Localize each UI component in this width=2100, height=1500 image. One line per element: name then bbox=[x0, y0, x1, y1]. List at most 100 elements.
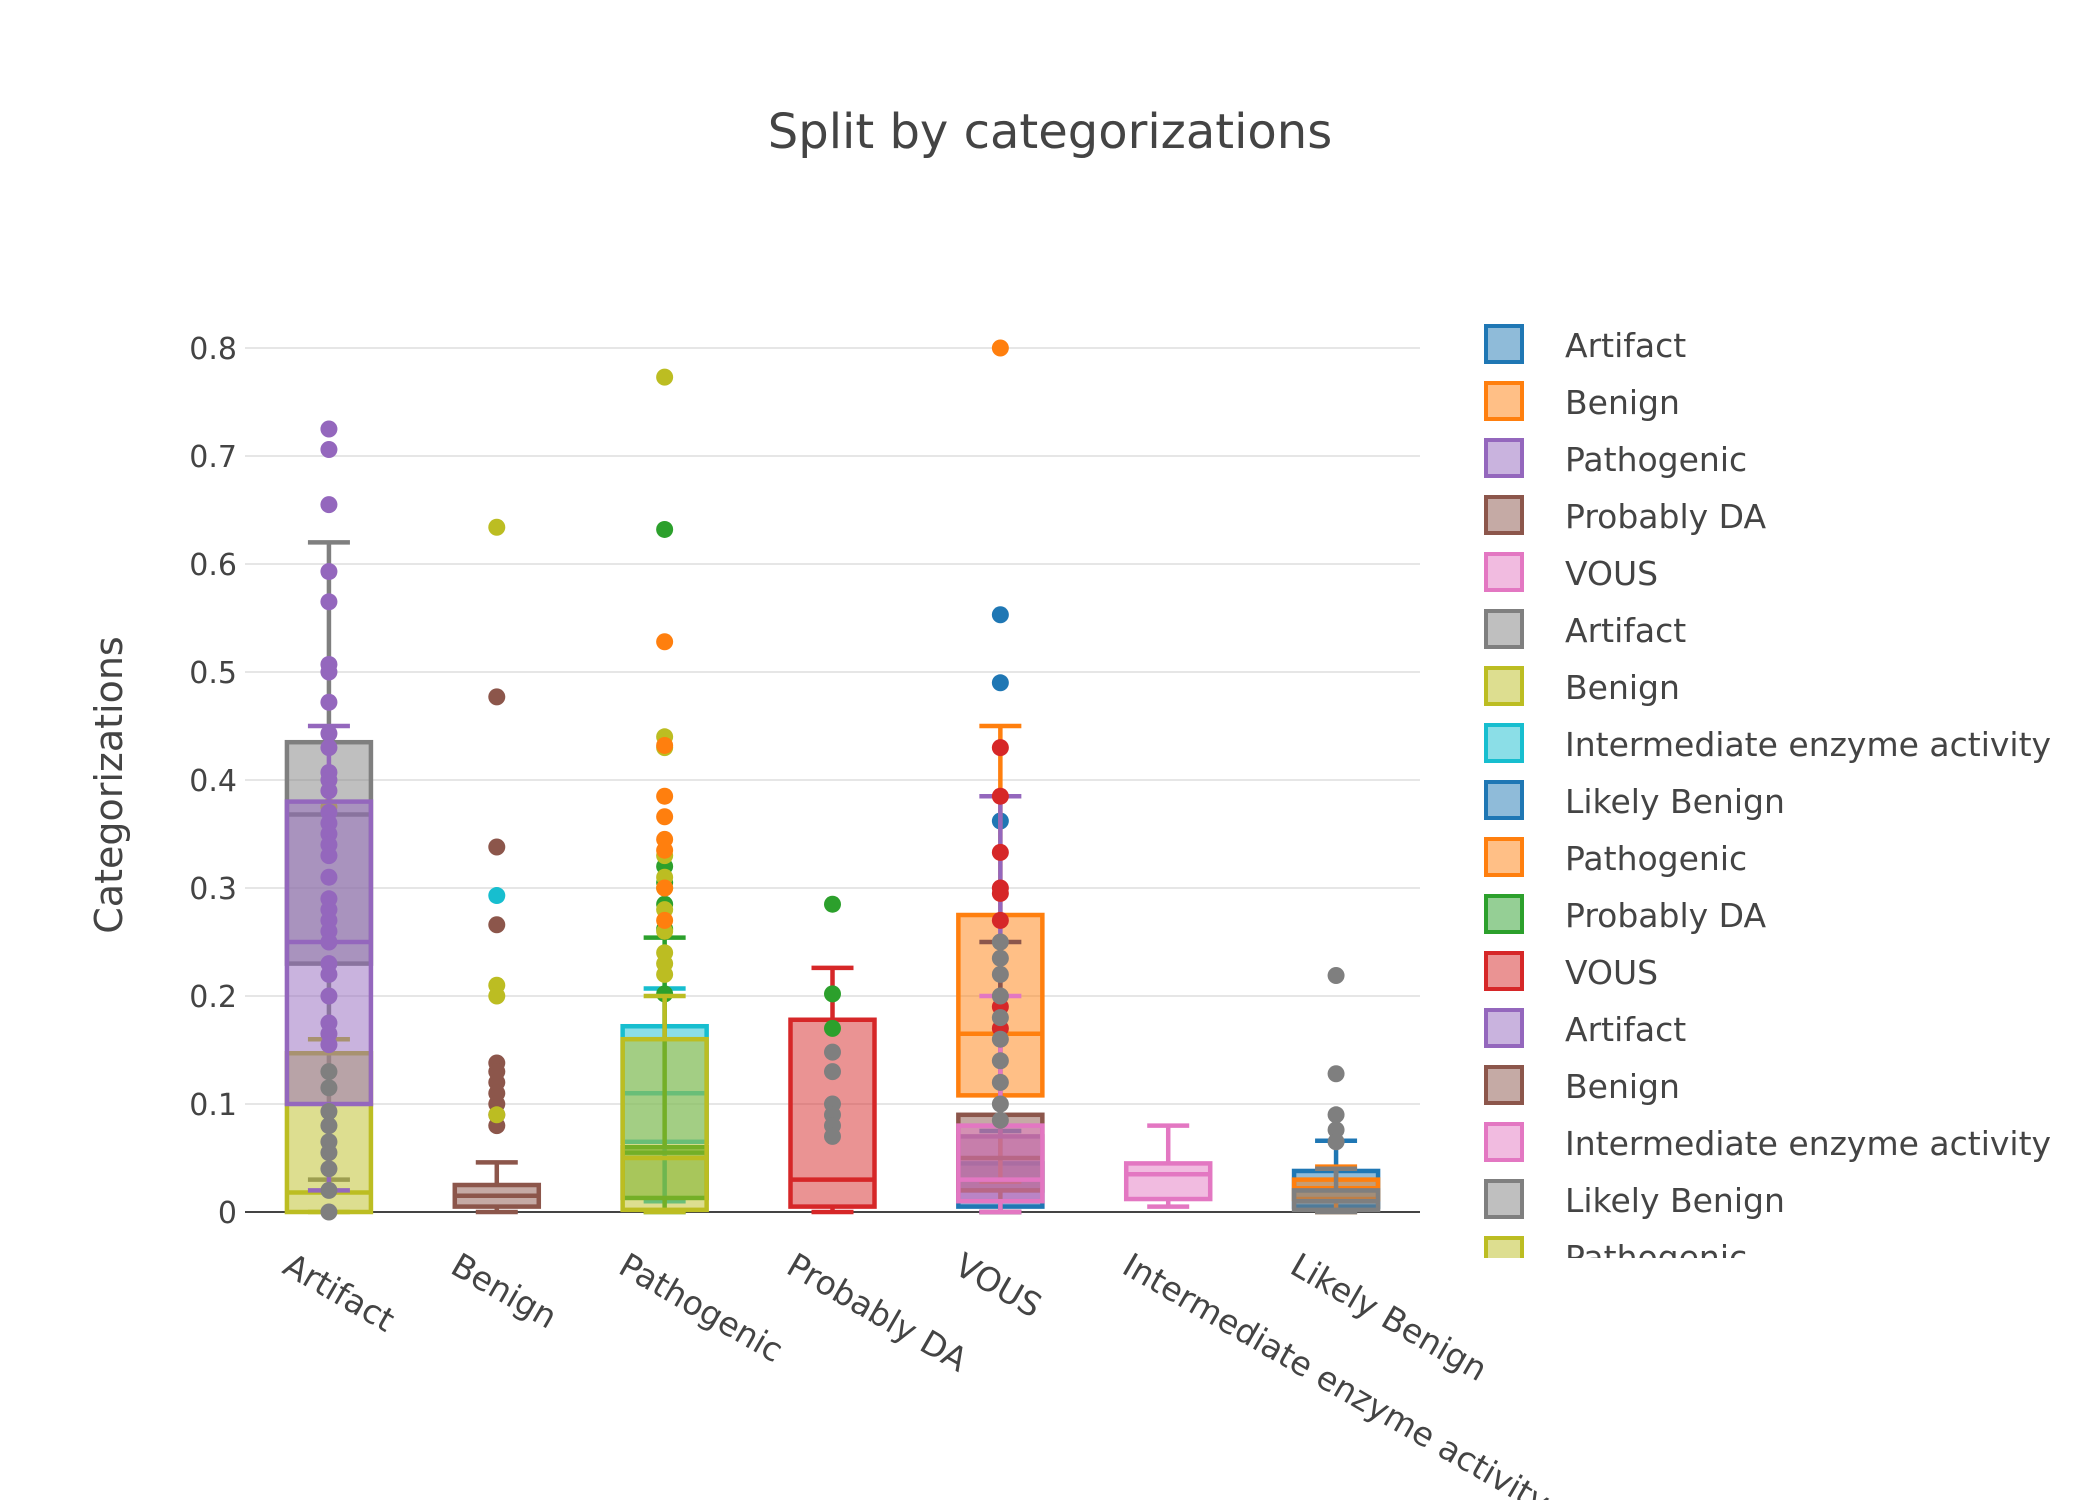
box-trace bbox=[620, 368, 709, 1215]
outlier-point bbox=[320, 496, 338, 514]
outlier-group bbox=[488, 887, 506, 905]
legend: Artifact Benign Pathogenic Probably DA VOUS A… bbox=[1484, 324, 2051, 1277]
y-tick-label: 0.5 bbox=[189, 656, 237, 691]
x-tick-label: Benign bbox=[445, 1245, 564, 1336]
outlier-point bbox=[320, 847, 338, 865]
legend-label: Intermediate enzyme activity bbox=[1565, 1124, 2051, 1163]
outlier-point bbox=[1327, 1106, 1345, 1124]
outlier-point bbox=[991, 339, 1009, 357]
legend-item: VOUS bbox=[1484, 951, 1658, 992]
legend-label: Likely Benign bbox=[1565, 1181, 1785, 1220]
box-trace bbox=[788, 965, 877, 1215]
outlier-point bbox=[991, 843, 1009, 861]
outlier-point bbox=[991, 884, 1009, 902]
y-tick-label: 0.3 bbox=[189, 872, 237, 907]
legend-label: Pathogenic bbox=[1565, 1238, 1747, 1277]
legend-swatch bbox=[1484, 552, 1524, 592]
outlier-point bbox=[320, 1203, 338, 1221]
box-trace bbox=[1123, 1123, 1213, 1209]
outlier-point bbox=[320, 563, 338, 581]
outlier-point bbox=[488, 688, 506, 706]
legend-swatch bbox=[1484, 951, 1524, 991]
legend-label: Benign bbox=[1565, 383, 1680, 422]
outlier-point bbox=[656, 808, 674, 826]
outlier-point bbox=[320, 782, 338, 800]
legend-item: Likely Benign bbox=[1484, 780, 1785, 821]
outlier-point bbox=[320, 1063, 338, 1081]
legend-swatch bbox=[1484, 1065, 1524, 1105]
y-tick-label: 0.7 bbox=[189, 440, 237, 475]
outlier-point bbox=[320, 663, 338, 681]
legend-swatch bbox=[1484, 723, 1524, 763]
legend-swatch bbox=[1484, 1122, 1524, 1162]
legend-item: Probably DA bbox=[1484, 495, 1766, 536]
legend-swatch bbox=[1484, 894, 1524, 934]
outlier-point bbox=[488, 518, 506, 536]
outlier-point bbox=[320, 1144, 338, 1162]
x-tick-label: Pathogenic bbox=[613, 1245, 790, 1370]
outlier-point bbox=[320, 868, 338, 886]
outlier-point bbox=[991, 1052, 1009, 1070]
outlier-group bbox=[656, 633, 674, 929]
outlier-point bbox=[320, 987, 338, 1005]
legend-label: Benign bbox=[1565, 1067, 1680, 1106]
outlier-point bbox=[488, 838, 506, 856]
box-trace bbox=[284, 420, 374, 1193]
y-tick-label: 0.4 bbox=[189, 764, 237, 799]
outlier-point bbox=[824, 1043, 841, 1061]
y-tick-label: 0.8 bbox=[189, 332, 237, 367]
outlier-group bbox=[824, 1043, 841, 1145]
outlier-point bbox=[991, 965, 1009, 983]
box-traces bbox=[284, 339, 1381, 1221]
outlier-point bbox=[824, 895, 841, 913]
outlier-point bbox=[991, 1073, 1009, 1091]
outlier-point bbox=[991, 787, 1009, 805]
outlier-point bbox=[656, 633, 674, 651]
outlier-point bbox=[991, 606, 1009, 624]
outlier-point bbox=[320, 739, 338, 757]
outlier-point bbox=[320, 1079, 338, 1097]
outlier-point bbox=[656, 965, 674, 983]
y-tick-label: 0.2 bbox=[189, 980, 237, 1015]
outlier-point bbox=[1327, 966, 1345, 984]
outlier-point bbox=[320, 593, 338, 611]
outlier-point bbox=[991, 1111, 1009, 1129]
outlier-point bbox=[320, 933, 338, 951]
legend-swatch bbox=[1484, 381, 1524, 421]
outlier-point bbox=[991, 739, 1009, 757]
legend-swatch bbox=[1484, 438, 1524, 478]
legend-label: VOUS bbox=[1565, 554, 1658, 593]
legend-label: Probably DA bbox=[1565, 896, 1766, 935]
outlier-point bbox=[656, 879, 674, 897]
legend-label: Pathogenic bbox=[1565, 440, 1747, 479]
outlier-point bbox=[991, 1095, 1009, 1113]
outlier-point bbox=[1327, 1065, 1345, 1083]
legend-label: VOUS bbox=[1565, 953, 1658, 992]
legend-item: Intermediate enzyme activity bbox=[1484, 1122, 2051, 1163]
legend-item: Likely Benign bbox=[1484, 1179, 1785, 1220]
legend-label: Artifact bbox=[1565, 611, 1686, 650]
box-trace bbox=[956, 993, 1045, 1215]
legend-item: Benign bbox=[1484, 381, 1680, 422]
outlier-point bbox=[488, 1106, 506, 1124]
outlier-point bbox=[320, 1103, 338, 1121]
chart-title: Split by categorizations bbox=[768, 104, 1332, 160]
legend-swatch bbox=[1484, 837, 1524, 877]
legend-label: Artifact bbox=[1565, 1010, 1686, 1049]
outlier-point bbox=[656, 911, 674, 929]
outlier-point bbox=[488, 987, 506, 1005]
legend-swatch bbox=[1484, 780, 1524, 820]
legend-swatch bbox=[1484, 1008, 1524, 1048]
x-tick-label: Artifact bbox=[277, 1245, 401, 1339]
legend-item: Intermediate enzyme activity bbox=[1484, 723, 2051, 764]
outlier-point bbox=[320, 1181, 338, 1199]
outlier-point bbox=[656, 841, 674, 859]
outlier-point bbox=[656, 787, 674, 805]
outlier-point bbox=[320, 965, 338, 983]
outlier-point bbox=[488, 887, 506, 905]
x-tick-label: VOUS bbox=[948, 1245, 1048, 1325]
box-body bbox=[1123, 1161, 1213, 1202]
outlier-point bbox=[1327, 1121, 1345, 1139]
legend-label: Pathogenic bbox=[1565, 839, 1747, 878]
